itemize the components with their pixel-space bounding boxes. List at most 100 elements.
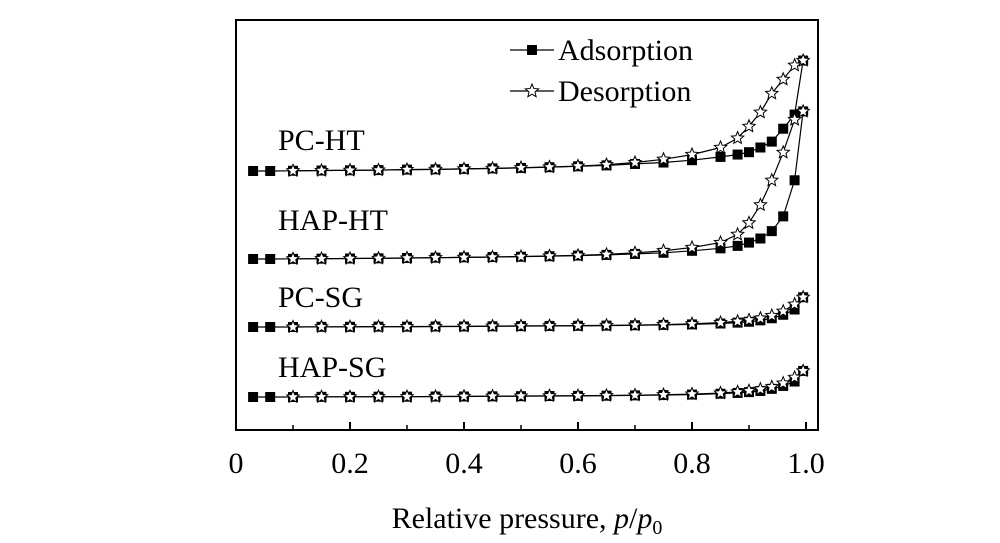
desorption-point [627, 317, 643, 332]
x-axis-title-p: p [612, 502, 629, 535]
desorption-point [570, 158, 586, 173]
desorption-point [371, 250, 386, 265]
desorption-point [713, 385, 728, 400]
desorption-point [713, 234, 728, 249]
desorption-point [542, 159, 557, 174]
desorption-point [764, 379, 780, 394]
adsorption-point [778, 211, 789, 222]
desorption-point [656, 242, 671, 258]
x-axis-title-slash: / [629, 502, 638, 535]
desorption-point [627, 154, 643, 169]
desorption-point [570, 317, 586, 332]
desorption-point [775, 71, 791, 86]
adsorption-point [789, 175, 800, 186]
x-tick-label: 0 [229, 447, 244, 480]
desorption-point [684, 316, 700, 331]
desorption-point [513, 159, 529, 175]
adsorption-point [789, 304, 800, 315]
desorption-point [775, 144, 791, 159]
desorption-point [314, 389, 329, 404]
x-tick-label: 0.4 [445, 447, 483, 480]
x-tick-label: 0.8 [673, 447, 711, 480]
adsorption-point [248, 254, 259, 264]
desorption-point [795, 363, 811, 378]
desorption-point [342, 389, 358, 404]
desorption-point [485, 160, 500, 175]
desorption-point [342, 319, 358, 334]
desorption-point [542, 317, 557, 333]
adsorption-point [744, 237, 754, 248]
desorption-point [542, 248, 557, 263]
desorption-point [684, 386, 700, 401]
desorption-point [741, 118, 757, 133]
x-tick-label: 0.6 [559, 447, 597, 480]
desorption-point [752, 381, 768, 396]
desorption-point [764, 85, 780, 100]
legend: Adsorption Desorption [510, 34, 693, 108]
adsorption-point [248, 166, 259, 176]
desorption-point [485, 318, 500, 333]
desorption-point [399, 318, 415, 333]
desorption-point [775, 303, 791, 318]
desorption-point [314, 319, 329, 334]
desorption-point [795, 103, 811, 118]
series-layer [248, 52, 811, 404]
desorption-point [399, 161, 415, 176]
adsorption-point [248, 322, 259, 332]
desorption-point [713, 314, 728, 329]
desorption-point [285, 162, 301, 178]
legend-item: Adsorption [510, 34, 693, 67]
x-axis-title-p0: p [635, 502, 652, 535]
curve-label: PC-HT [278, 124, 365, 157]
desorption-point [570, 387, 586, 403]
desorption-point [513, 248, 529, 263]
desorption-point [741, 215, 757, 230]
desorption-point [570, 247, 586, 262]
adsorption-point [265, 166, 276, 176]
adsorption-point [789, 376, 800, 387]
desorption-point [428, 249, 443, 265]
desorption-point [285, 389, 301, 404]
desorption-point [399, 250, 415, 265]
adsorption-point [766, 136, 777, 147]
legend-square-marker [527, 45, 537, 55]
adsorption-point [755, 233, 766, 244]
desorption-point [730, 226, 746, 241]
desorption-point [627, 387, 643, 402]
desorption-point [752, 310, 768, 325]
adsorption-point [732, 149, 743, 160]
desorption-point [513, 318, 529, 333]
x-axis-title-p0-subscript: 0 [652, 517, 662, 539]
desorption-point [456, 249, 472, 264]
desorption-point [542, 388, 557, 403]
desorption-point [285, 251, 301, 266]
adsorption-point [265, 392, 276, 402]
adsorption-point [687, 155, 697, 166]
sample-hap-ht [248, 103, 811, 266]
desorption-point [371, 162, 386, 177]
adsorption-point [732, 240, 743, 251]
x-axis-title-main: Relative pressure, [392, 502, 614, 535]
x-axis-title: Relative pressure, p/p0 [392, 502, 663, 539]
adsorption-point [248, 392, 259, 402]
desorption-point [627, 245, 643, 260]
desorption-point [314, 250, 329, 265]
desorption-point [730, 313, 746, 328]
desorption-point [599, 317, 614, 332]
desorption-point [730, 384, 746, 399]
desorption-point [764, 307, 780, 322]
x-axis-tick-labels: 0 0.2 0.4 0.6 0.8 1.0 [229, 447, 825, 480]
desorption-point [342, 162, 358, 177]
sample-pc-ht [248, 52, 811, 178]
desorption-point [371, 388, 386, 403]
desorption-point [656, 316, 671, 331]
desorption-point [656, 386, 671, 402]
desorption-point [787, 296, 803, 311]
desorption-point [456, 388, 472, 403]
adsorption-point [755, 142, 766, 153]
legend-star-marker [524, 82, 540, 98]
desorption-point [599, 156, 614, 171]
sample-pc-sg [248, 289, 811, 334]
adsorption-point [778, 123, 789, 134]
